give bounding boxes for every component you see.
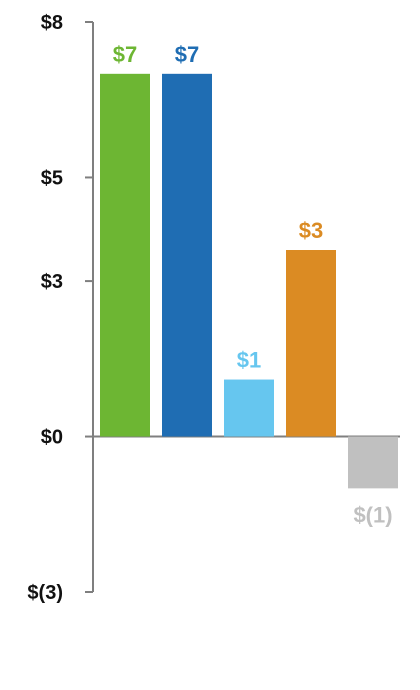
y-tick-label: $5 xyxy=(41,167,63,189)
y-tick-label: $0 xyxy=(41,427,63,449)
bar xyxy=(162,73,212,437)
y-tick-label: $(3) xyxy=(27,582,63,604)
y-tick-label: $8 xyxy=(41,12,63,34)
bar-value-label: $7 xyxy=(113,42,137,67)
chart-bars xyxy=(100,73,398,489)
chart-axes: $8 $5 $3 $0 $(3) xyxy=(27,12,400,604)
bar xyxy=(286,250,336,437)
bar xyxy=(100,73,150,437)
bar-value-label: $(1) xyxy=(353,502,392,527)
bar-value-label: $1 xyxy=(237,348,261,373)
bar xyxy=(224,379,274,437)
chart-data-labels: $7 $7 $1 $3 $(1) xyxy=(113,42,393,528)
bar-value-label: $7 xyxy=(175,42,199,67)
y-tick-label: $3 xyxy=(41,271,63,293)
bar-value-label: $3 xyxy=(299,218,323,243)
bar xyxy=(348,436,398,489)
